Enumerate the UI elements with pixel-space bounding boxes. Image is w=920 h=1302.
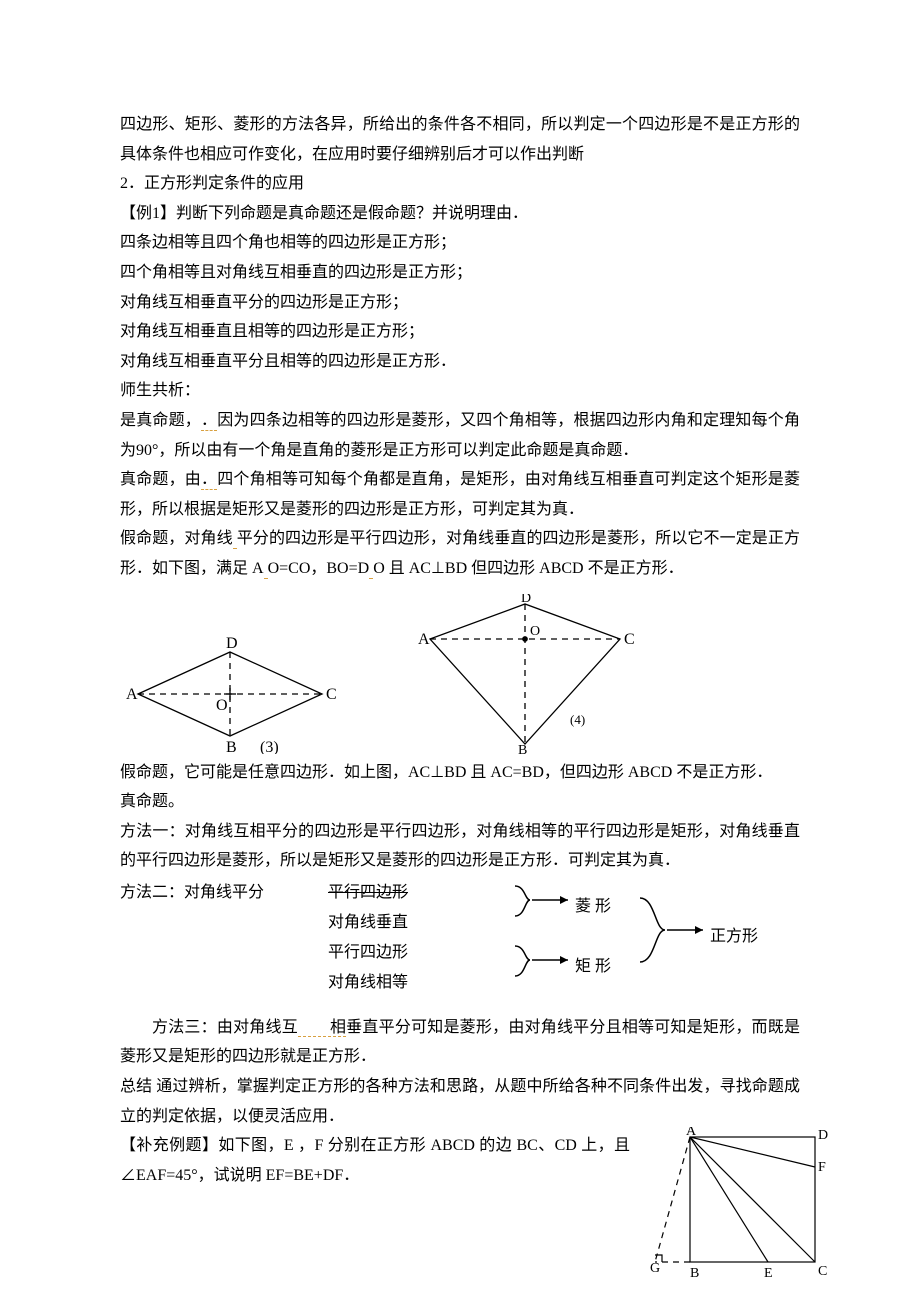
text: O=CO，BO=D: [268, 560, 370, 577]
statement-1: 四条边相等且四个角也相等的四边形是正方形；: [120, 228, 800, 258]
flow-rect: 矩 形: [575, 952, 611, 982]
flow-diag-perp: 对角线垂直: [328, 908, 408, 938]
flow-square: 正方形: [710, 922, 758, 952]
section-heading: 2．正方形判定条件的应用: [120, 169, 800, 199]
summary: 总结 通过辨析，掌握判定正方形的各种方法和思路，从题中所给各种不同条件出发，寻找…: [120, 1072, 800, 1131]
text: 因为四条边相等的四边形是菱形，又四个角相等，根据四边形内角和定理知每个角为90°…: [120, 412, 800, 459]
label-b: B: [226, 739, 237, 754]
figure-3-rhombus: A D C B O (3): [120, 634, 350, 754]
highlight-dot: ．: [201, 412, 217, 431]
text: 真命题，由: [120, 471, 201, 488]
label-c: C: [326, 686, 337, 703]
analysis-2: 真命题，由．四个角相等可知每个角都是直角，是矩形，由对角线互相垂直可判定这个矩形…: [120, 465, 800, 524]
figure-row: A D C B O (3) A D C B O (4): [120, 594, 800, 754]
statement-3: 对角线互相垂直平分的四边形是正方形；: [120, 288, 800, 318]
label-b: B: [690, 1266, 699, 1281]
figure-4-kite: A D C B O (4): [410, 594, 640, 754]
flow-parallelogram-1: 平行四边形: [328, 878, 408, 908]
analysis-5: 真命题。: [120, 787, 800, 817]
text: 假命题，对角线: [120, 530, 233, 547]
method-3: 方法三：由对角线互相垂直平分可知是菱形，由对角线平分且相等可知是矩形，而既是菱形…: [120, 1013, 800, 1072]
text: O 且 AC⊥BD 但四边形 ABCD 不是正方形．: [373, 560, 683, 577]
supplementary-example: 【补充例题】如下图，E ，F 分别在正方形 ABCD 的边 BC、CD 上，且∠…: [120, 1131, 800, 1190]
figure-square-eaf: A D F C E B G: [650, 1127, 830, 1297]
analysis-1: 是真命题，．因为四条边相等的四边形是菱形，又四个角相等，根据四边形内角和定理知每…: [120, 406, 800, 465]
label-c: C: [624, 631, 635, 648]
flow-diag-equal: 对角线相等: [328, 968, 408, 998]
label-d: D: [818, 1128, 828, 1143]
flow-parallelogram-2: 平行四边形: [328, 938, 408, 968]
example-heading: 【例1】判断下列命题是真命题还是假命题？并说明理由．: [120, 199, 800, 229]
statement-5: 对角线互相垂直平分且相等的四边形是正方形．: [120, 347, 800, 377]
method-1: 方法一：对角线互相平分的四边形是平行四边形，对角线相等的平行四边形是矩形，对角线…: [120, 817, 800, 876]
label-a: A: [686, 1127, 697, 1139]
body-text: 四边形、矩形、菱形的方法各异，所给出的条件各不相同，所以判定一个四边形是不是正方…: [120, 110, 800, 169]
text: 四个角相等可知每个角都是直角，是矩形，由对角线互相垂直可判定这个矩形是菱形，所以…: [120, 471, 800, 518]
flow-rhomb: 菱 形: [575, 892, 611, 922]
label-f: F: [818, 1160, 826, 1175]
text: 是真命题，: [120, 412, 201, 429]
text: 方法三：由对角线互: [152, 1019, 298, 1036]
statement-2: 四个角相等且对角线互相垂直的四边形是正方形；: [120, 258, 800, 288]
label-o: O: [216, 697, 228, 714]
highlight-dot: 相: [298, 1019, 346, 1038]
analysis-heading: 师生共析：: [120, 376, 800, 406]
highlight-dot: ．: [201, 471, 217, 490]
analysis-3: 假命题，对角线 平分的四边形是平行四边形，对角线垂直的四边形是菱形，所以它不一定…: [120, 524, 800, 583]
caption-3: (3): [260, 739, 279, 754]
analysis-4: 假命题，它可能是任意四边形．如上图，AC⊥BD 且 AC=BD，但四边形 ABC…: [120, 758, 800, 788]
label-b: B: [518, 743, 527, 754]
label-o: O: [530, 624, 540, 639]
method-2-flow: 方法二：对角线平分 平行四边形 对角线垂直 平行四边形 对角线相等 菱 形 矩 …: [120, 878, 800, 1003]
statement-4: 对角线互相垂直且相等的四边形是正方形；: [120, 317, 800, 347]
caption-4: (4): [570, 712, 585, 727]
label-c: C: [818, 1264, 827, 1279]
label-g: G: [650, 1261, 660, 1276]
label-a: A: [126, 686, 138, 703]
label-a: A: [418, 631, 430, 648]
label-d: D: [226, 635, 238, 652]
flow-left-1: 方法二：对角线平分: [120, 878, 264, 908]
label-d: D: [521, 594, 531, 606]
label-e: E: [764, 1266, 773, 1281]
